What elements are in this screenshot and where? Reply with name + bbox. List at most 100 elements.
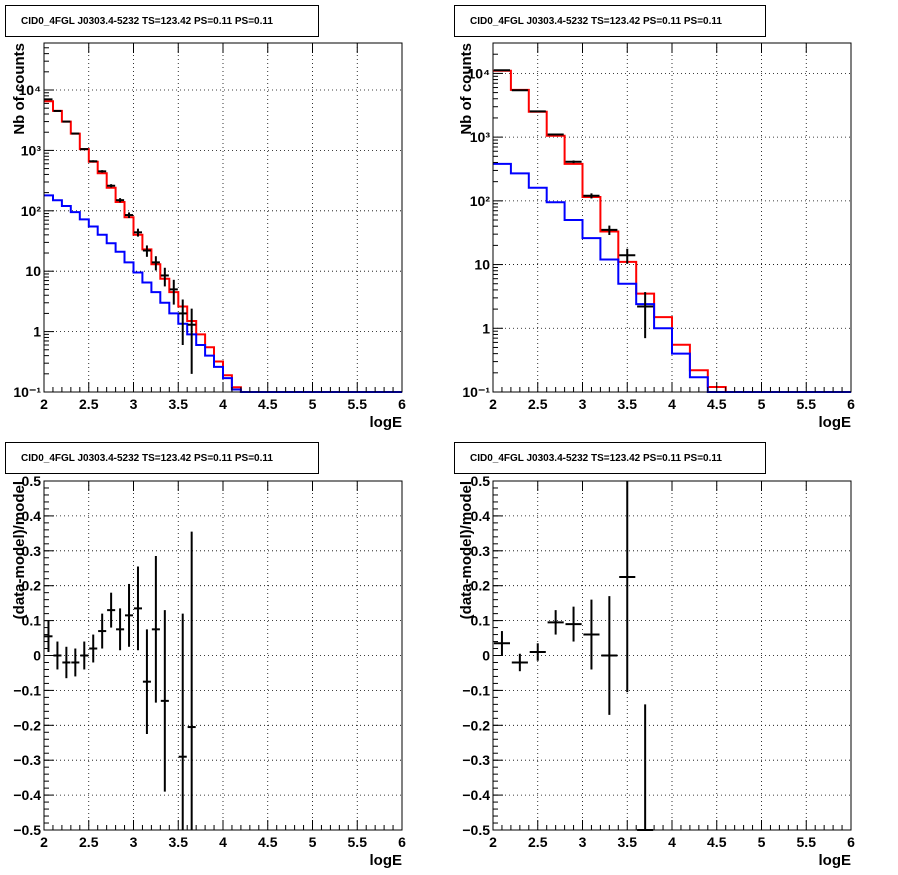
data-point [62,120,71,123]
data-point [511,89,528,92]
data-point [151,556,160,703]
pad-bottom-right: CID0_4FGL J0303.4-5232 TS=123.42 PS=0.11… [454,442,855,869]
data-point [565,160,582,164]
pad-bottom-left: CID0_4FGL J0303.4-5232 TS=123.42 PS=0.11… [5,442,406,869]
x-tick-label: 3 [130,396,138,412]
x-tick-label: 5 [309,396,317,412]
x-tick-label: 2 [489,396,497,412]
model-histogram-blue [493,162,851,393]
data-point [80,641,89,670]
x-axis-ticks [43,43,403,392]
x-tick-label: 4.5 [707,834,727,850]
chart-title: CID0_4FGL J0303.4-5232 TS=123.42 PS=0.11… [470,16,722,27]
x-tick-label: 5.5 [797,834,817,850]
data-point [529,643,546,661]
y-axis-ticks [44,47,54,393]
y-tick-label: 0.2 [471,578,491,594]
pad-top-right: CID0_4FGL J0303.4-5232 TS=123.42 PS=0.11… [454,5,855,431]
x-tick-label: 3.5 [169,396,189,412]
y-tick-label: −0.2 [13,717,41,733]
data-point [80,148,89,151]
y-tick-label: −0.1 [13,682,41,698]
x-tick-label: 5 [758,834,766,850]
x-tick-label: 4 [219,396,227,412]
title-box [454,442,766,474]
data-point [583,193,600,199]
y-tick-label: 10⁻¹ [462,384,490,400]
data-point [187,531,196,830]
y-axis-label: Nb of counts [458,43,475,135]
y-tick-label: 0.5 [22,473,42,489]
x-tick-label: 3.5 [618,834,638,850]
y-tick-label: 0.4 [471,508,491,524]
y-tick-label: 0.2 [22,578,42,594]
x-tick-label: 4 [219,834,227,850]
x-tick-label: 2.5 [528,396,548,412]
data-point [187,308,196,374]
data-point [71,648,80,677]
data-point [133,566,143,651]
x-tick-label: 5 [309,834,317,850]
data-point [637,704,654,831]
data-point [142,629,151,735]
data-point [116,608,125,651]
data-point [71,132,80,135]
x-tick-label: 5.5 [348,396,368,412]
x-axis-label: logE [370,414,403,431]
y-axis-label: Nb of counts [11,43,28,135]
data-point [107,184,116,188]
data-point [601,596,618,715]
x-tick-label: 2.5 [528,834,548,850]
data-point [89,634,98,663]
chart-title: CID0_4FGL J0303.4-5232 TS=123.42 PS=0.11… [21,453,273,464]
x-axis-ticks [43,481,403,830]
data-point [565,606,582,642]
x-tick-label: 2 [40,396,48,412]
x-tick-label: 3.5 [618,396,638,412]
y-tick-label: −0.3 [13,752,41,768]
data-point [583,599,600,670]
data-point [116,198,125,203]
x-tick-label: 5.5 [797,396,817,412]
data-point [637,292,654,339]
data-point [178,613,187,830]
data-point [133,228,143,237]
y-tick-label: 0.5 [471,473,491,489]
data-point [619,248,636,264]
x-axis-label: logE [819,852,852,869]
y-tick-label: 0.4 [22,508,42,524]
data-point [160,267,169,287]
x-tick-label: 2 [489,834,497,850]
data-point [124,583,134,647]
data-point [493,631,511,656]
x-tick-label: 2 [40,834,48,850]
data-point [547,610,564,635]
x-tick-label: 6 [398,834,406,850]
grid [44,43,402,392]
data-point [619,481,636,693]
x-tick-label: 2.5 [79,834,99,850]
data-point [601,225,618,236]
y-tick-label: 1 [33,324,41,340]
y-tick-label: 10² [470,193,491,209]
data-point [160,610,169,792]
x-tick-label: 3 [579,834,587,850]
x-axis-ticks [492,43,852,392]
x-tick-label: 4.5 [707,396,727,412]
x-tick-label: 4.5 [258,396,278,412]
y-axis-label: (data-model)/model [11,481,28,619]
x-tick-label: 6 [847,834,855,850]
title-box [5,5,319,37]
y-axis-label: (data-model)/model [458,481,475,619]
title-box [454,5,766,37]
y-tick-label: 0 [33,648,41,664]
pad-top-left: CID0_4FGL J0303.4-5232 TS=123.42 PS=0.11… [5,5,406,431]
data-point [53,109,62,112]
data-point [107,592,116,628]
y-axis-ticks [44,480,54,831]
y-tick-label: 0.1 [22,613,42,629]
y-tick-label: −0.5 [13,822,41,838]
grid [493,481,851,830]
x-tick-label: 5.5 [348,834,368,850]
y-tick-label: 10³ [21,142,42,158]
